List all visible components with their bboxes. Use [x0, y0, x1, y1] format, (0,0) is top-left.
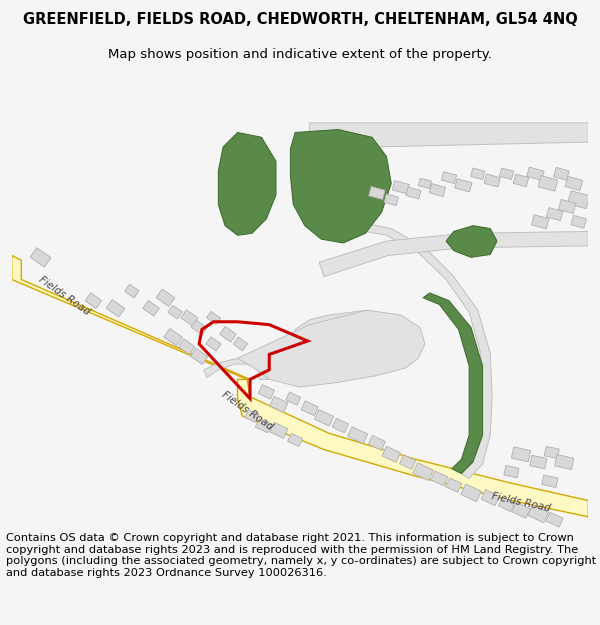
Polygon shape: [310, 123, 588, 156]
Text: Map shows position and indicative extent of the property.: Map shows position and indicative extent…: [108, 48, 492, 61]
Polygon shape: [178, 339, 195, 354]
Polygon shape: [258, 385, 274, 399]
Polygon shape: [554, 454, 574, 469]
Text: Fields Road: Fields Road: [491, 491, 551, 514]
Polygon shape: [382, 446, 400, 462]
Polygon shape: [319, 231, 588, 277]
Polygon shape: [191, 320, 207, 335]
Polygon shape: [164, 328, 182, 346]
Polygon shape: [418, 178, 431, 189]
Polygon shape: [513, 174, 529, 187]
Polygon shape: [559, 199, 576, 214]
Text: Contains OS data © Crown copyright and database right 2021. This information is : Contains OS data © Crown copyright and d…: [6, 533, 596, 578]
Polygon shape: [511, 447, 530, 462]
Polygon shape: [455, 179, 472, 192]
Polygon shape: [238, 379, 588, 517]
Polygon shape: [406, 187, 421, 199]
Text: GREENFIELD, FIELDS ROAD, CHEDWORTH, CHELTENHAM, GL54 4NQ: GREENFIELD, FIELDS ROAD, CHEDWORTH, CHEL…: [23, 12, 577, 27]
Polygon shape: [528, 505, 548, 523]
Polygon shape: [314, 409, 334, 426]
Polygon shape: [446, 226, 497, 258]
Polygon shape: [143, 301, 160, 316]
Polygon shape: [527, 167, 544, 181]
Polygon shape: [238, 310, 425, 387]
Polygon shape: [442, 172, 457, 184]
Polygon shape: [512, 502, 530, 518]
Polygon shape: [571, 216, 586, 228]
Polygon shape: [431, 471, 448, 486]
Polygon shape: [368, 436, 385, 450]
Polygon shape: [532, 215, 549, 229]
Polygon shape: [218, 132, 276, 235]
Polygon shape: [554, 168, 569, 180]
Polygon shape: [269, 422, 288, 438]
Polygon shape: [269, 396, 288, 412]
Polygon shape: [400, 455, 416, 469]
Polygon shape: [245, 409, 259, 422]
Polygon shape: [288, 433, 302, 446]
Polygon shape: [530, 455, 547, 469]
Polygon shape: [544, 446, 559, 459]
Polygon shape: [233, 337, 248, 351]
Polygon shape: [568, 191, 590, 209]
Polygon shape: [347, 427, 368, 444]
Polygon shape: [413, 462, 433, 481]
Polygon shape: [429, 184, 446, 197]
Polygon shape: [565, 176, 583, 191]
Polygon shape: [204, 358, 269, 379]
Polygon shape: [547, 208, 563, 221]
Polygon shape: [499, 168, 514, 179]
Polygon shape: [30, 248, 51, 267]
Polygon shape: [384, 194, 398, 206]
Polygon shape: [504, 466, 519, 478]
Polygon shape: [470, 168, 485, 179]
Polygon shape: [481, 489, 499, 506]
Polygon shape: [206, 311, 220, 324]
Polygon shape: [332, 418, 349, 432]
Polygon shape: [181, 310, 198, 326]
Text: Fields Road: Fields Road: [37, 274, 92, 317]
Polygon shape: [542, 475, 558, 488]
Polygon shape: [538, 176, 558, 191]
Polygon shape: [85, 293, 101, 308]
Polygon shape: [461, 484, 481, 502]
Polygon shape: [484, 174, 500, 187]
Polygon shape: [295, 310, 401, 337]
Polygon shape: [546, 512, 563, 527]
Polygon shape: [392, 181, 410, 194]
Polygon shape: [365, 224, 492, 478]
Polygon shape: [286, 392, 301, 405]
Polygon shape: [220, 326, 236, 342]
Polygon shape: [125, 284, 139, 298]
Polygon shape: [423, 293, 482, 474]
Polygon shape: [368, 186, 385, 199]
Polygon shape: [206, 337, 221, 351]
Polygon shape: [12, 256, 250, 397]
Polygon shape: [290, 129, 391, 243]
Polygon shape: [106, 299, 125, 317]
Polygon shape: [168, 305, 182, 319]
Text: Fields Road: Fields Road: [220, 390, 275, 432]
Polygon shape: [256, 418, 272, 432]
Polygon shape: [446, 478, 462, 492]
Polygon shape: [190, 348, 208, 364]
Polygon shape: [499, 497, 515, 511]
Polygon shape: [156, 289, 175, 306]
Polygon shape: [301, 401, 318, 416]
